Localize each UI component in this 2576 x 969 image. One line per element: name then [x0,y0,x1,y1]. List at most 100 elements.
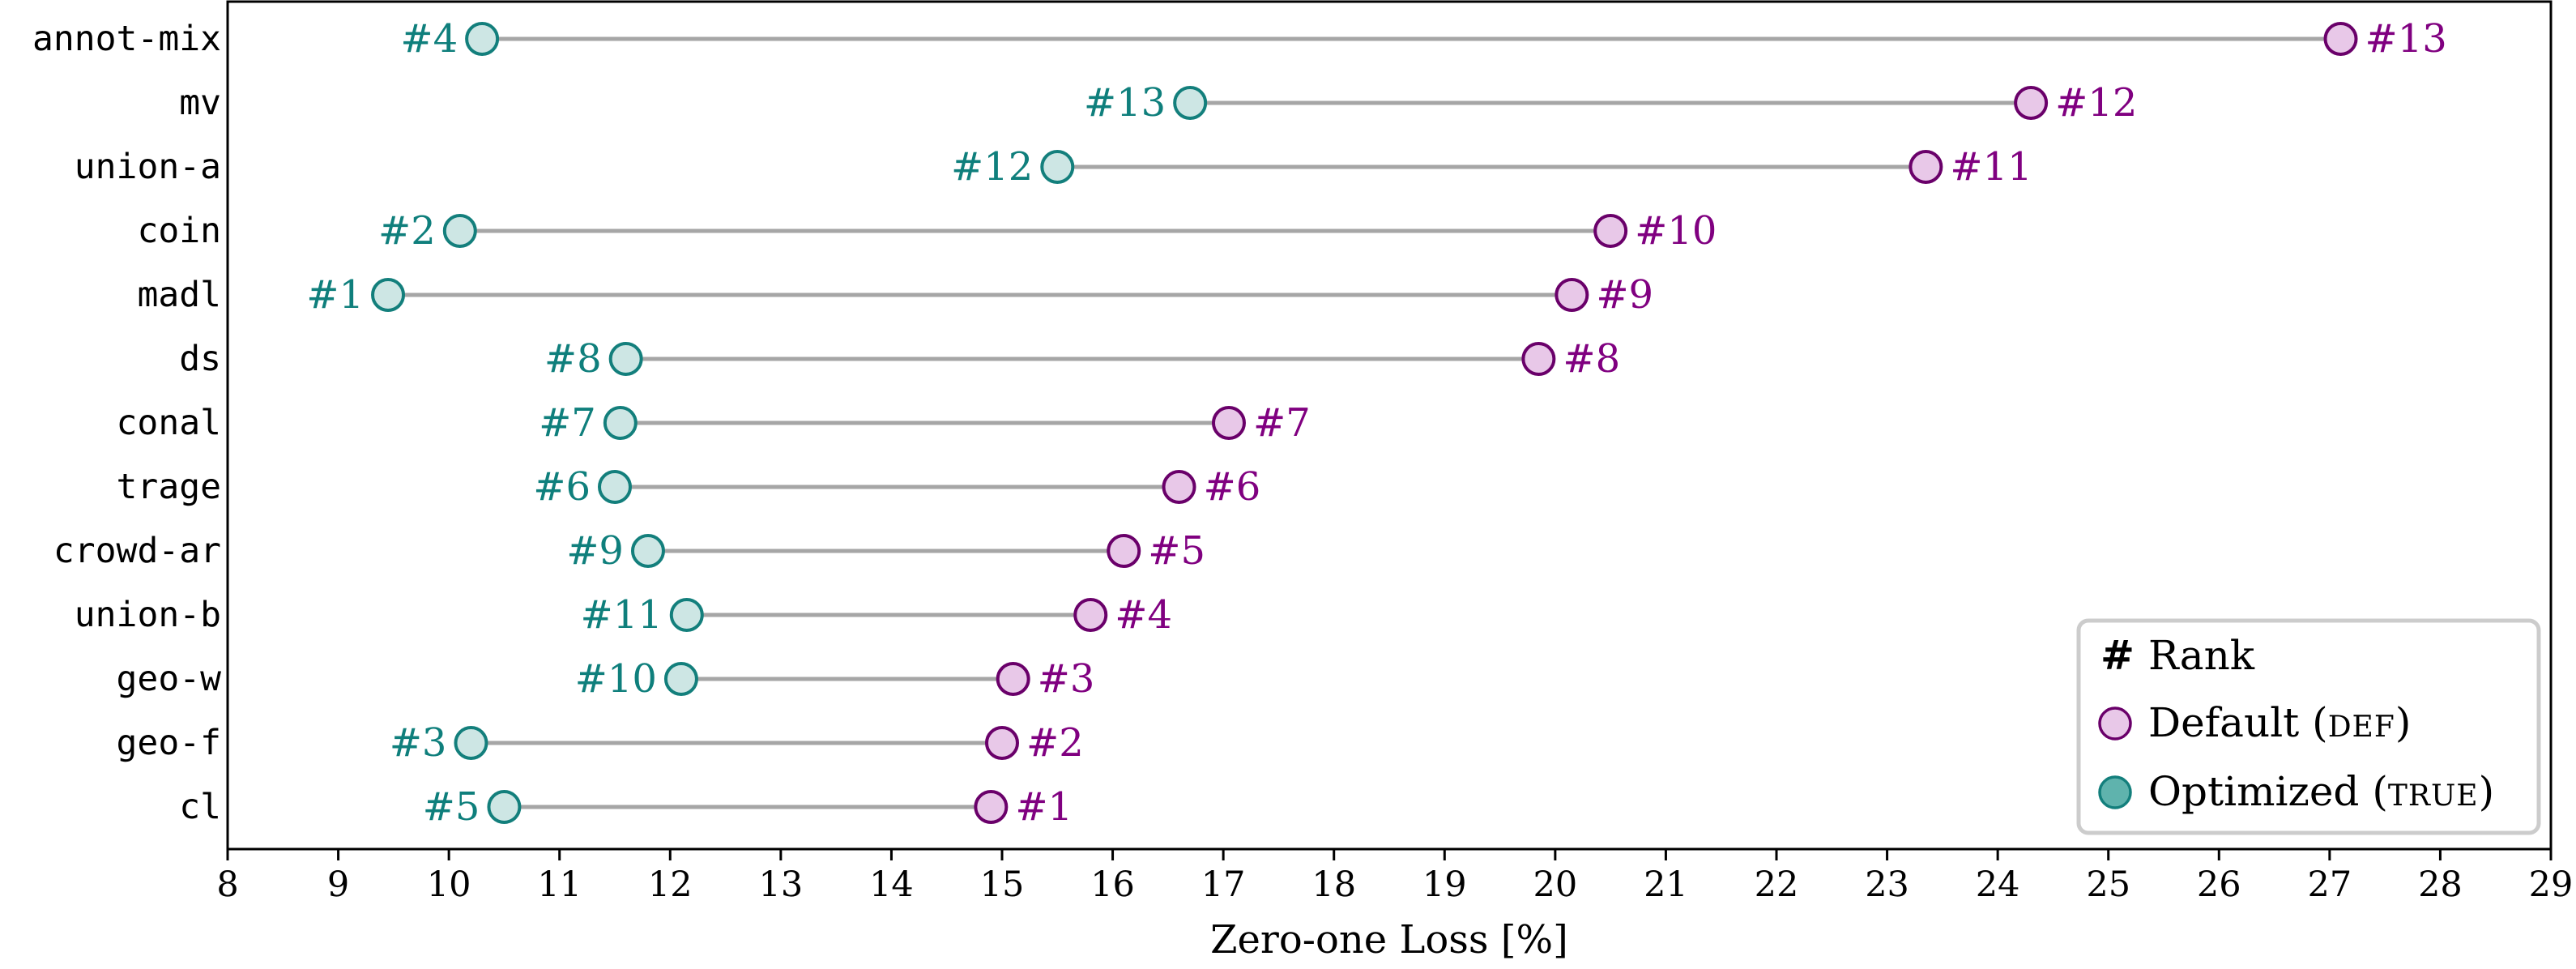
default-rank-ds: #8 [1563,336,1620,382]
default-rank-trage: #6 [1204,464,1261,510]
default-rank-madl: #9 [1596,272,1653,318]
default-rank-mv: #12 [2055,80,2137,126]
default-rank-crowd-ar: #5 [1148,528,1205,574]
optimized-point-cl [487,790,522,824]
optimized-point-coin [442,214,477,248]
legend-optimized-marker [2098,775,2132,809]
default-point-trage [1162,470,1196,504]
optimized-point-trage [598,470,632,504]
legend-optimized-label: Optimized (TRUE) [2148,768,2494,815]
legend-default-marker [2098,706,2132,741]
optimized-rank-madl: #1 [306,272,364,318]
default-point-union-a [1909,150,1943,184]
legend-optimized-text: Optimized ( [2148,768,2388,815]
optimized-point-ds [608,342,643,376]
x-tick-label-12: 12 [648,864,693,905]
x-tick-label-9: 9 [327,864,349,905]
optimized-point-madl [371,278,406,312]
x-tick-label-22: 22 [1755,864,1799,905]
x-tick-label-25: 25 [2086,864,2130,905]
x-tick-label-11: 11 [537,864,582,905]
category-label-ds: ds [179,339,221,379]
optimized-rank-trage: #6 [533,464,591,510]
default-rank-annot-mix: #13 [2365,16,2447,62]
x-tick-label-20: 20 [1533,864,1577,905]
default-point-annot-mix [2323,22,2358,56]
optimized-point-union-b [669,598,704,632]
optimized-rank-ds: #8 [544,336,602,382]
legend-rank-label: Rank [2148,632,2255,679]
default-rank-union-a: #11 [1950,144,2032,190]
default-rank-cl: #1 [1015,784,1073,830]
x-tick-label-27: 27 [2307,864,2352,905]
optimized-rank-cl: #5 [423,784,480,830]
default-rank-coin: #10 [1635,208,1717,254]
optimized-rank-geo-w: #10 [575,656,657,702]
category-label-union-a: union-a [75,147,221,187]
default-point-geo-w [996,662,1030,696]
default-point-coin [1593,214,1628,248]
optimized-point-mv [1173,86,1208,120]
x-tick-label-19: 19 [1422,864,1467,905]
default-point-crowd-ar [1107,534,1141,568]
legend-box [2076,618,2541,835]
x-tick-label-21: 21 [1644,864,1688,905]
plot-frame [226,0,2553,851]
x-tick-label-8: 8 [216,864,238,905]
x-tick-label-14: 14 [869,864,914,905]
optimized-rank-mv: #13 [1084,80,1166,126]
legend-rank-symbol: # [2100,632,2135,679]
category-label-trage: trage [117,467,221,507]
optimized-rank-conal: #7 [539,400,596,446]
optimized-rank-crowd-ar: #9 [566,528,624,574]
default-rank-geo-w: #3 [1038,656,1095,702]
x-tick-label-26: 26 [2197,864,2241,905]
default-point-mv [2014,86,2049,120]
optimized-point-geo-w [663,662,698,696]
category-label-madl: madl [137,275,221,315]
default-point-union-b [1073,598,1108,632]
optimized-rank-annot-mix: #4 [400,16,458,62]
x-tick-label-15: 15 [980,864,1025,905]
optimized-rank-union-b: #11 [580,592,662,638]
default-rank-geo-f: #2 [1026,720,1084,766]
x-tick-label-10: 10 [427,864,471,905]
category-label-geo-w: geo-w [117,659,222,699]
connector-lines [388,36,2341,809]
optimized-point-crowd-ar [630,534,665,568]
default-point-conal [1211,406,1246,440]
legend-default-close: ) [2395,699,2412,746]
legend-optimized-tag: TRUE [2388,779,2479,813]
category-label-annot-mix: annot-mix [32,19,221,59]
x-axis-title: Zero-one Loss [%] [1210,917,1568,963]
category-label-cl: cl [179,787,221,827]
x-tick-label-16: 16 [1090,864,1135,905]
x-tick-label-13: 13 [758,864,803,905]
default-rank-conal: #7 [1253,400,1311,446]
legend-optimized-close: ) [2479,768,2495,815]
x-tick-label-29: 29 [2529,864,2574,905]
optimized-rank-coin: #2 [378,208,436,254]
x-tick-label-24: 24 [1976,864,2020,905]
optimized-point-union-a [1040,150,1075,184]
category-label-conal: conal [117,403,221,443]
x-tick-label-18: 18 [1311,864,1356,905]
optimized-point-geo-f [454,726,488,760]
category-label-mv: mv [179,83,221,123]
legend: # Rank Default (DEF) Optimized (TRUE) [2076,618,2541,835]
optimized-point-annot-mix [465,22,500,56]
optimized-rank-geo-f: #3 [390,720,447,766]
category-label-geo-f: geo-f [117,723,221,763]
legend-default-tag: DEF [2328,711,2395,744]
legend-default-text: Default ( [2148,699,2328,746]
category-label-crowd-ar: crowd-ar [53,531,221,571]
default-point-madl [1555,278,1589,312]
optimized-rank-union-a: #12 [951,144,1033,190]
x-tick-label-28: 28 [2418,864,2463,905]
x-tick-label-23: 23 [1865,864,1909,905]
category-label-coin: coin [137,211,221,251]
x-tick-label-17: 17 [1201,864,1246,905]
category-label-union-b: union-b [75,595,221,635]
